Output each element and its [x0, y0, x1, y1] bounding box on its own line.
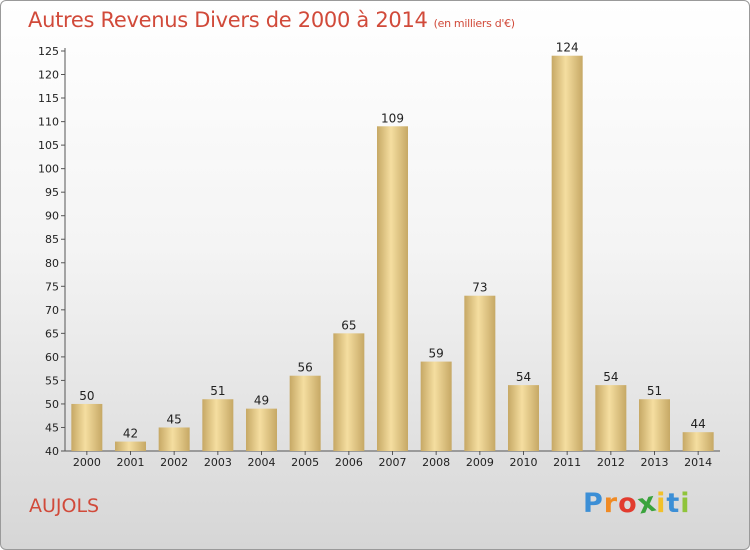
x-tick-label: 2013	[641, 456, 669, 469]
bar	[289, 375, 321, 451]
bar	[333, 333, 365, 451]
bar-value-label: 54	[516, 370, 531, 384]
y-tick-label: 110	[38, 116, 59, 129]
y-tick-label: 105	[38, 139, 59, 152]
chart-title: Autres Revenus Divers de 2000 à 2014 (en …	[28, 8, 515, 32]
bar	[158, 427, 190, 451]
x-tick-label: 2005	[291, 456, 319, 469]
y-tick-label: 100	[38, 163, 59, 176]
x-tick-label: 2010	[510, 456, 538, 469]
x-tick-label: 2007	[379, 456, 407, 469]
place-name: AUJOLS	[29, 495, 100, 517]
title-unit: (en milliers d'€)	[433, 17, 515, 30]
bar-value-label: 73	[472, 281, 487, 295]
logo-letter: P	[583, 488, 604, 519]
bar	[115, 441, 146, 451]
y-tick-label: 90	[45, 210, 59, 223]
x-tick-label: 2006	[335, 456, 363, 469]
bar-value-label: 45	[167, 412, 182, 426]
y-tick-label: 70	[45, 304, 59, 317]
bar	[508, 385, 539, 451]
bar-value-label: 44	[691, 417, 706, 431]
y-tick-label: 80	[45, 257, 59, 270]
y-tick-label: 65	[45, 327, 59, 340]
x-tick-label: 2004	[248, 456, 276, 469]
bar-value-label: 51	[210, 384, 225, 398]
proxiti-logo: Proxiti	[583, 486, 691, 520]
bar	[551, 55, 583, 452]
bar	[595, 385, 627, 451]
bar	[71, 403, 103, 451]
x-tick-label: 2008	[422, 456, 450, 469]
bar	[420, 361, 452, 451]
y-tick-label: 50	[45, 398, 59, 411]
y-tick-label: 95	[45, 186, 59, 199]
x-tick-label: 2011	[553, 456, 581, 469]
bar	[202, 399, 234, 451]
bar-value-label: 42	[123, 427, 138, 441]
y-tick-label: 55	[45, 374, 59, 387]
bar-value-label: 54	[603, 370, 618, 384]
x-tick-label: 2012	[597, 456, 625, 469]
bar-value-label: 51	[647, 384, 662, 398]
y-tick-label: 40	[45, 445, 59, 458]
title-text: Autres Revenus Divers de 2000 à 2014	[28, 8, 428, 32]
logo-letter: i	[680, 488, 691, 519]
bar	[639, 399, 670, 451]
logo-letter: t	[666, 488, 681, 519]
bar-value-label: 56	[298, 361, 313, 375]
bar-value-label: 49	[254, 394, 269, 408]
x-tick-label: 2009	[466, 456, 494, 469]
x-tick-label: 2000	[73, 456, 101, 469]
logo-letter: o	[618, 488, 638, 519]
bar-value-label: 50	[79, 389, 94, 403]
logo-letter: i	[656, 488, 667, 519]
y-tick-label: 60	[45, 351, 59, 364]
bar	[246, 408, 277, 451]
y-tick-label: 115	[38, 92, 59, 105]
x-tick-label: 2002	[160, 456, 188, 469]
bar-value-label: 124	[556, 41, 579, 55]
y-tick-label: 125	[38, 45, 59, 58]
x-tick-label: 2014	[684, 456, 712, 469]
bar-value-label: 59	[429, 347, 444, 361]
y-tick-label: 85	[45, 233, 59, 246]
logo-letter: r	[603, 488, 619, 519]
y-tick-label: 75	[45, 280, 59, 293]
bar	[377, 126, 408, 451]
y-tick-label: 120	[38, 69, 59, 82]
y-tick-label: 45	[45, 421, 59, 434]
bar-value-label: 65	[341, 318, 356, 332]
bar	[682, 432, 714, 451]
bar-value-label: 109	[381, 111, 404, 125]
bar	[464, 295, 496, 451]
x-tick-label: 2001	[117, 456, 145, 469]
x-tick-label: 2003	[204, 456, 232, 469]
